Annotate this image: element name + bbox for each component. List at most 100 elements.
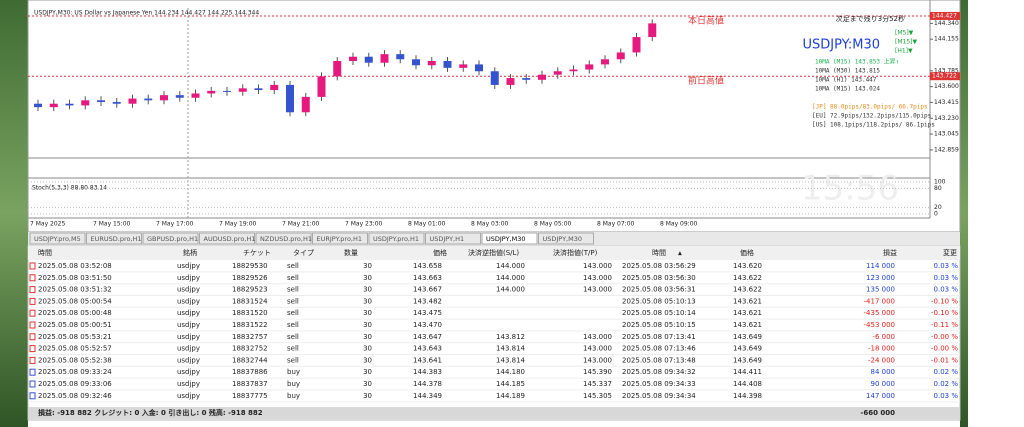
cell: 2025.05.08 03:56:29 (622, 262, 696, 270)
candle (49, 103, 58, 108)
cell: 2025.05.08 03:56:31 (622, 286, 696, 294)
cell: 143.621 (733, 309, 762, 317)
column-header[interactable]: チケット (243, 249, 271, 257)
cell: 18831520 (232, 309, 268, 317)
cell: 143.000 (583, 286, 612, 294)
tab[interactable] (368, 232, 425, 245)
time-label: 7 May 2025 (30, 221, 65, 228)
row-icon (29, 333, 36, 341)
cell: 2025.05.08 09:34:32 (622, 368, 696, 376)
summary-row (28, 407, 960, 419)
cell: 143.475 (413, 309, 442, 317)
candle (349, 56, 357, 61)
cell: 143.641 (413, 356, 442, 364)
column-header[interactable]: 損益 (883, 248, 897, 257)
stoch-tick-label: 0 (934, 211, 938, 218)
tab[interactable] (142, 232, 199, 245)
column-header[interactable]: 価格 (433, 248, 447, 257)
cell: sell (287, 274, 299, 282)
cell: 2025.05.08 09:32:46 (38, 392, 112, 400)
cell: 0.02 % (934, 368, 959, 376)
cell: 145.305 (583, 392, 612, 400)
price-label: 143.415 (934, 99, 959, 106)
cell: 2025.05.08 05:10:15 (622, 321, 696, 329)
row-icon (29, 274, 36, 282)
column-header[interactable]: 数量 (344, 248, 358, 257)
tab-label: GBPUSD.pro,H1 (147, 235, 198, 243)
tab[interactable] (255, 232, 312, 245)
tab[interactable] (29, 232, 86, 245)
column-header[interactable]: 決済指値(T/P) (553, 248, 598, 257)
candle (616, 52, 625, 60)
column-header[interactable]: 銘柄 (183, 248, 197, 257)
row-icon (29, 321, 36, 329)
column-header[interactable]: 時間 (652, 249, 666, 257)
cell: 2025.05.08 05:10:14 (622, 309, 696, 317)
cell: 143.000 (583, 262, 612, 270)
candle (585, 64, 594, 70)
cell: 0.03 % (934, 262, 959, 270)
cell: 144.185 (496, 380, 525, 388)
stoch-tick-label: 80 (934, 185, 942, 192)
cell: usdjpy (177, 333, 200, 341)
price-label: 142.859 (934, 146, 959, 153)
tab[interactable] (199, 232, 255, 245)
tf-label: [M5]▼ (895, 30, 914, 37)
tab[interactable] (538, 232, 594, 245)
cell: 143.000 (583, 333, 612, 341)
cell: 143.667 (413, 286, 442, 294)
cell: usdjpy (177, 345, 200, 353)
cell: 144.189 (496, 392, 525, 400)
tab[interactable] (481, 232, 538, 245)
cell: 143.622 (733, 286, 762, 294)
cell: 30 (363, 356, 372, 364)
cell: 30 (363, 286, 372, 294)
cell: -453 000 (864, 321, 895, 329)
price-label: 143.600 (934, 83, 959, 90)
time-label: 8 May 03:00 (471, 221, 509, 228)
cell: 147 000 (866, 392, 895, 400)
candle (569, 69, 578, 72)
column-header[interactable]: タイプ (293, 248, 314, 257)
candle (333, 60, 342, 77)
candle (427, 60, 436, 66)
column-header[interactable]: 変更 (943, 248, 957, 257)
cell: -18 000 (868, 345, 895, 353)
cell: 144.378 (413, 380, 442, 388)
cell: 30 (363, 297, 372, 305)
cell: sell (287, 262, 299, 270)
table-header (28, 246, 960, 260)
time-label: 7 May 19:00 (219, 221, 257, 228)
tab[interactable] (86, 232, 142, 245)
column-header[interactable]: 価格 (740, 248, 754, 257)
cell: sell (287, 286, 299, 294)
candle (490, 71, 499, 85)
candle (301, 96, 310, 113)
cell: 0.02 % (934, 380, 959, 388)
column-header[interactable]: 決済逆指値(S/L) (468, 248, 519, 257)
tab[interactable] (312, 232, 368, 245)
cell: 143.647 (413, 333, 442, 341)
cell: 143.622 (733, 274, 762, 282)
cell: 2025.05.08 07:13:46 (622, 345, 696, 353)
pips-label: [US] 108.1pips/118.2pips/ 86.1pips (812, 122, 935, 129)
cell: 18837886 (232, 368, 268, 376)
cell: -417 000 (864, 297, 895, 305)
cell: 2025.05.08 09:34:33 (622, 380, 696, 388)
cell: 18829523 (232, 286, 268, 294)
cell: 144.000 (496, 262, 525, 270)
candle (97, 100, 105, 103)
column-header[interactable]: 時間 (38, 249, 52, 257)
candle (254, 88, 263, 91)
candle (81, 100, 90, 106)
trade-table (27, 245, 961, 421)
ma-label: 10MA (H1) 143.447 (815, 77, 877, 84)
cell: 144.000 (496, 274, 525, 282)
tab-label: USDJPY.pro,H1 (373, 235, 419, 243)
tab-label: USDJPY.pro,M5 (34, 235, 81, 243)
tab-label: USDJPY,M30 (543, 235, 583, 243)
cell: 2025.05.08 05:52:57 (38, 345, 112, 353)
cell: 0.03 % (934, 392, 959, 400)
tab[interactable] (425, 232, 481, 245)
